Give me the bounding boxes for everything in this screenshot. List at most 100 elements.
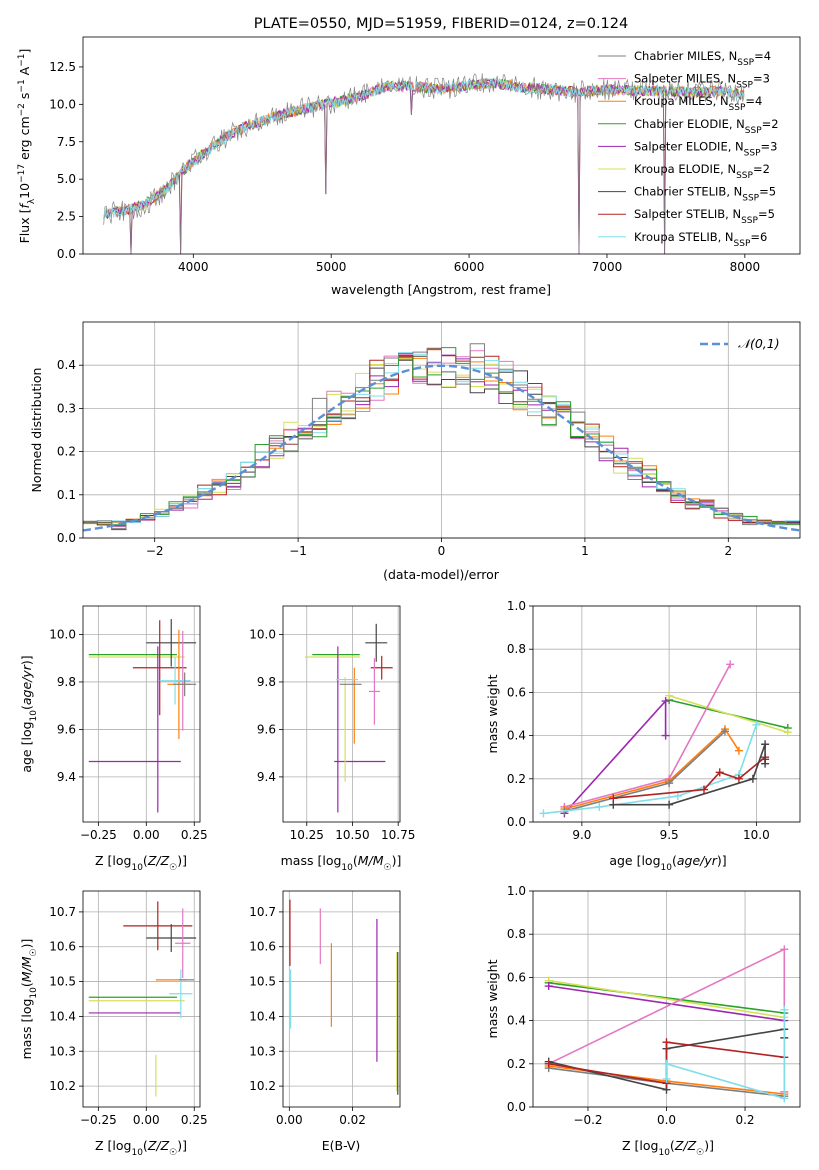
y-tick-label: 10.2 [49,1079,76,1093]
label-part: −17 [17,164,27,183]
y-tick-label: 10.0 [249,627,276,641]
label-part: =4 [745,94,762,108]
y-tick-label: 0.3 [57,401,76,415]
spectrum-line-kroupa-stelib [103,77,745,219]
label-part: −1 [17,79,27,92]
label-part: ☉ [696,1148,704,1158]
axes-frame [532,890,801,1108]
axes-weight-vs-age: 9.0 9.5 10.0 0.0 0.2 0.4 0.6 0.8 1.0 [507,599,801,842]
label-part: SSP [745,126,762,136]
plot-area-age-vs-Z [88,619,197,813]
label-part: Kroupa STELIB, N [634,230,734,244]
label-part: log [639,1138,658,1153]
y-tick-label: 10.0 [49,97,76,111]
weight-marker [662,1038,671,1047]
x-tick-label: 0.00 [133,828,160,842]
x-tick-label: 4000 [178,260,209,274]
label-part: Z [ [95,1138,112,1153]
y-tick-label: 10.6 [49,940,76,954]
label-part: =6 [750,230,767,244]
y-tick-label: 1.0 [507,884,526,898]
y-tick-label: 0.1 [57,488,76,502]
label-part: Salpeter ELODIE, N [634,139,744,153]
axes-frame [532,605,801,823]
x-tick-label: −0.25 [80,1113,117,1127]
y-tick-label: 0.2 [57,445,76,459]
weight-marker [539,809,548,818]
weight-marker [726,660,735,669]
label-part: 10 [658,1148,670,1158]
x-axis-label-mass-vs-EBV: E(B-V) [322,1138,361,1153]
y-tick-label: 0.0 [507,815,526,829]
weight-marker [544,982,553,991]
label-part: =2 [753,162,770,176]
y-tick-label: 9.4 [57,770,76,784]
weight-marker [720,727,729,736]
label-part: ☉ [29,948,39,956]
label-part: 10 [29,710,39,722]
x-tick-label: 9.5 [660,828,679,842]
label-part: log [641,853,660,868]
label-part: mass [ [281,853,323,868]
normal-curve [83,364,800,532]
weight-marker [661,697,670,706]
x-tick-label: 2 [724,544,732,558]
axes-spectrum: 4000 5000 6000 7000 8000 0.0 2.5 5.0 7.5 10.0 12.5… [49,36,801,274]
y-tick-label: 0.0 [57,531,76,545]
y-tick-label: 10.4 [249,1009,276,1023]
label-part: age/yr [677,853,718,868]
x-axis-label: (data-model)/error [383,567,500,582]
weight-line-kroupa-stelib [665,1009,786,1100]
x-tick-label: 0.00 [133,1113,160,1127]
label-part: log [19,721,34,740]
weight-marker [780,945,789,954]
label-part: =4 [754,49,771,63]
weight-marker [783,728,792,737]
x-tick-label: 6000 [454,260,485,274]
x-tick-label: 0.00 [276,1113,303,1127]
label-part: age [ [19,741,34,773]
label-part: =2 [762,117,779,131]
axes-mass-vs-Z: −0.25 0.00 0.25 10.2 10.3 10.4 10.5 10.6 10.7 [49,890,208,1127]
label-part: A [17,66,32,79]
label-part: 10 [131,863,143,873]
weight-marker [761,740,770,749]
y-tick-label: 10.7 [49,905,76,919]
label-part: age/yr [19,664,34,705]
weight-marker [761,759,770,768]
x-tick-label: −0.25 [80,828,117,842]
x-tick-label: −1 [289,544,307,558]
legend-label: Kroupa ELODIE, NSSP=2 [634,162,770,181]
x-tick-label: 0.25 [181,1113,208,1127]
weight-marker [662,1074,671,1083]
y-tick-label: 0.8 [507,642,526,656]
x-tick-label: 0.25 [181,828,208,842]
label-part: 10 [341,863,353,873]
legend-label: Chabrier ELODIE, NSSP=2 [634,117,779,136]
x-tick-label: −0.2 [573,1113,602,1127]
legend-label: Kroupa MILES, NSSP=4 [634,94,762,113]
label-part: 10 [17,183,32,199]
label-part: )] [19,939,34,949]
axes-weight-vs-Z: −0.2 0.0 0.2 0.0 0.2 0.4 0.6 0.8 1.0 [507,884,801,1127]
weight-line-salpeter-elodie [563,698,667,814]
label-part: =5 [759,185,776,199]
plot-area-mass-vs-EBV [289,899,399,1095]
y-axis-label: Flux [fλ10−17 erg cm−2 s−1 A−1] [17,49,37,244]
y-tick-label: 10.0 [49,627,76,641]
y-tick-label: 0.2 [507,772,526,786]
legend-label: Salpeter MILES, NSSP=3 [634,72,770,91]
plot-area-weight-vs-age [539,660,792,818]
x-tick-label: 0.0 [657,1113,676,1127]
axes-frame [282,605,401,823]
label-part: ☉ [169,1148,177,1158]
label-part: Z/Z [147,853,170,868]
histogram-chabrier-miles [83,343,800,530]
label-part: )] [704,1138,714,1153]
label-part: λ [27,198,37,204]
weight-marker [752,720,761,729]
x-tick-label: 5000 [316,260,347,274]
label-part: s [17,93,32,104]
label-part: ( [143,853,148,868]
weight-marker [780,1005,789,1014]
